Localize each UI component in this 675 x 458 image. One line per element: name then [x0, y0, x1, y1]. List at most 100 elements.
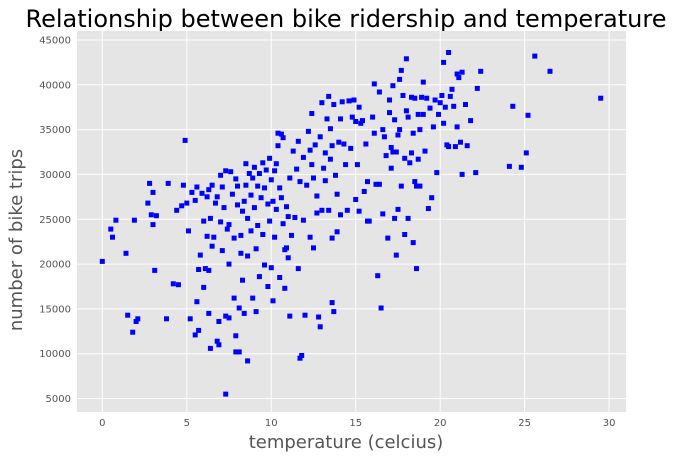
data-point — [192, 197, 198, 203]
data-point — [317, 134, 323, 140]
data-point — [451, 103, 457, 109]
data-point — [380, 127, 386, 133]
data-point — [290, 148, 296, 154]
data-point — [265, 284, 271, 289]
data-point — [187, 316, 193, 322]
data-point — [218, 219, 224, 225]
data-point — [202, 266, 208, 272]
data-point — [231, 235, 237, 241]
data-point — [219, 248, 225, 254]
data-point — [327, 156, 333, 162]
data-point — [387, 97, 392, 103]
data-point — [260, 232, 266, 237]
data-point — [284, 245, 289, 251]
data-point — [446, 50, 452, 55]
data-point — [182, 137, 188, 143]
data-point — [309, 162, 315, 168]
data-point — [326, 93, 332, 99]
y-tick-label: 10000 — [39, 349, 71, 360]
data-point — [262, 262, 267, 268]
data-point — [338, 212, 343, 218]
data-point — [189, 189, 195, 195]
data-point — [123, 250, 129, 256]
data-point — [305, 128, 311, 134]
data-point — [213, 200, 218, 206]
data-point — [380, 211, 386, 217]
y-tick-label: 15000 — [39, 304, 71, 315]
plot-area — [77, 31, 626, 412]
data-point — [336, 139, 342, 145]
data-point — [392, 117, 398, 123]
data-point — [397, 76, 403, 82]
data-point — [414, 183, 419, 189]
data-point — [324, 116, 330, 122]
data-point — [265, 201, 271, 207]
data-point — [270, 298, 276, 304]
data-points — [99, 50, 604, 397]
data-point — [194, 299, 200, 305]
data-point — [209, 243, 215, 249]
data-point — [322, 178, 328, 184]
data-point — [532, 53, 538, 59]
data-point — [201, 284, 207, 290]
data-point — [417, 127, 423, 133]
data-point — [294, 166, 300, 172]
data-point — [302, 312, 308, 318]
data-point — [415, 111, 421, 117]
data-point — [456, 75, 462, 81]
data-point — [256, 171, 262, 176]
data-point — [414, 266, 419, 272]
data-point — [251, 164, 257, 170]
data-point — [410, 240, 416, 246]
data-point — [238, 232, 244, 238]
data-point — [174, 207, 180, 213]
data-point — [447, 93, 453, 99]
data-point — [430, 124, 436, 130]
data-point — [339, 99, 345, 105]
data-point — [280, 135, 286, 141]
data-point — [223, 313, 229, 319]
data-point — [233, 176, 239, 182]
data-point — [275, 143, 281, 149]
data-point — [219, 184, 225, 190]
data-point — [285, 214, 291, 220]
data-point — [415, 156, 421, 162]
data-point — [425, 206, 431, 211]
data-point — [321, 165, 327, 171]
data-point — [376, 89, 382, 95]
data-point — [429, 195, 435, 201]
data-point — [150, 189, 156, 195]
data-point — [260, 160, 266, 166]
y-axis-label: number of bike trips — [6, 149, 27, 331]
data-point — [206, 310, 212, 316]
data-point — [373, 181, 379, 187]
data-point — [353, 119, 359, 124]
data-point — [311, 175, 316, 181]
data-point — [233, 349, 239, 355]
data-point — [327, 126, 333, 132]
data-point — [113, 217, 119, 223]
data-point — [410, 130, 416, 136]
data-point — [255, 223, 261, 228]
data-point — [240, 277, 245, 283]
data-point — [405, 114, 411, 120]
chart-title: Relationship between bike ridership and … — [26, 5, 667, 33]
data-point — [439, 93, 445, 98]
data-point — [184, 200, 190, 206]
data-point — [371, 130, 377, 136]
data-point — [417, 183, 423, 189]
data-point — [245, 215, 251, 221]
data-point — [207, 345, 213, 351]
data-point — [250, 175, 256, 181]
x-tick-label: 30 — [603, 418, 616, 429]
data-point — [297, 179, 303, 185]
data-point — [403, 56, 409, 62]
data-point — [255, 183, 261, 189]
data-point — [150, 222, 156, 228]
data-point — [473, 170, 479, 176]
data-point — [407, 160, 413, 166]
data-point — [395, 206, 401, 212]
data-point — [371, 81, 377, 87]
y-tick-label: 20000 — [39, 260, 71, 271]
